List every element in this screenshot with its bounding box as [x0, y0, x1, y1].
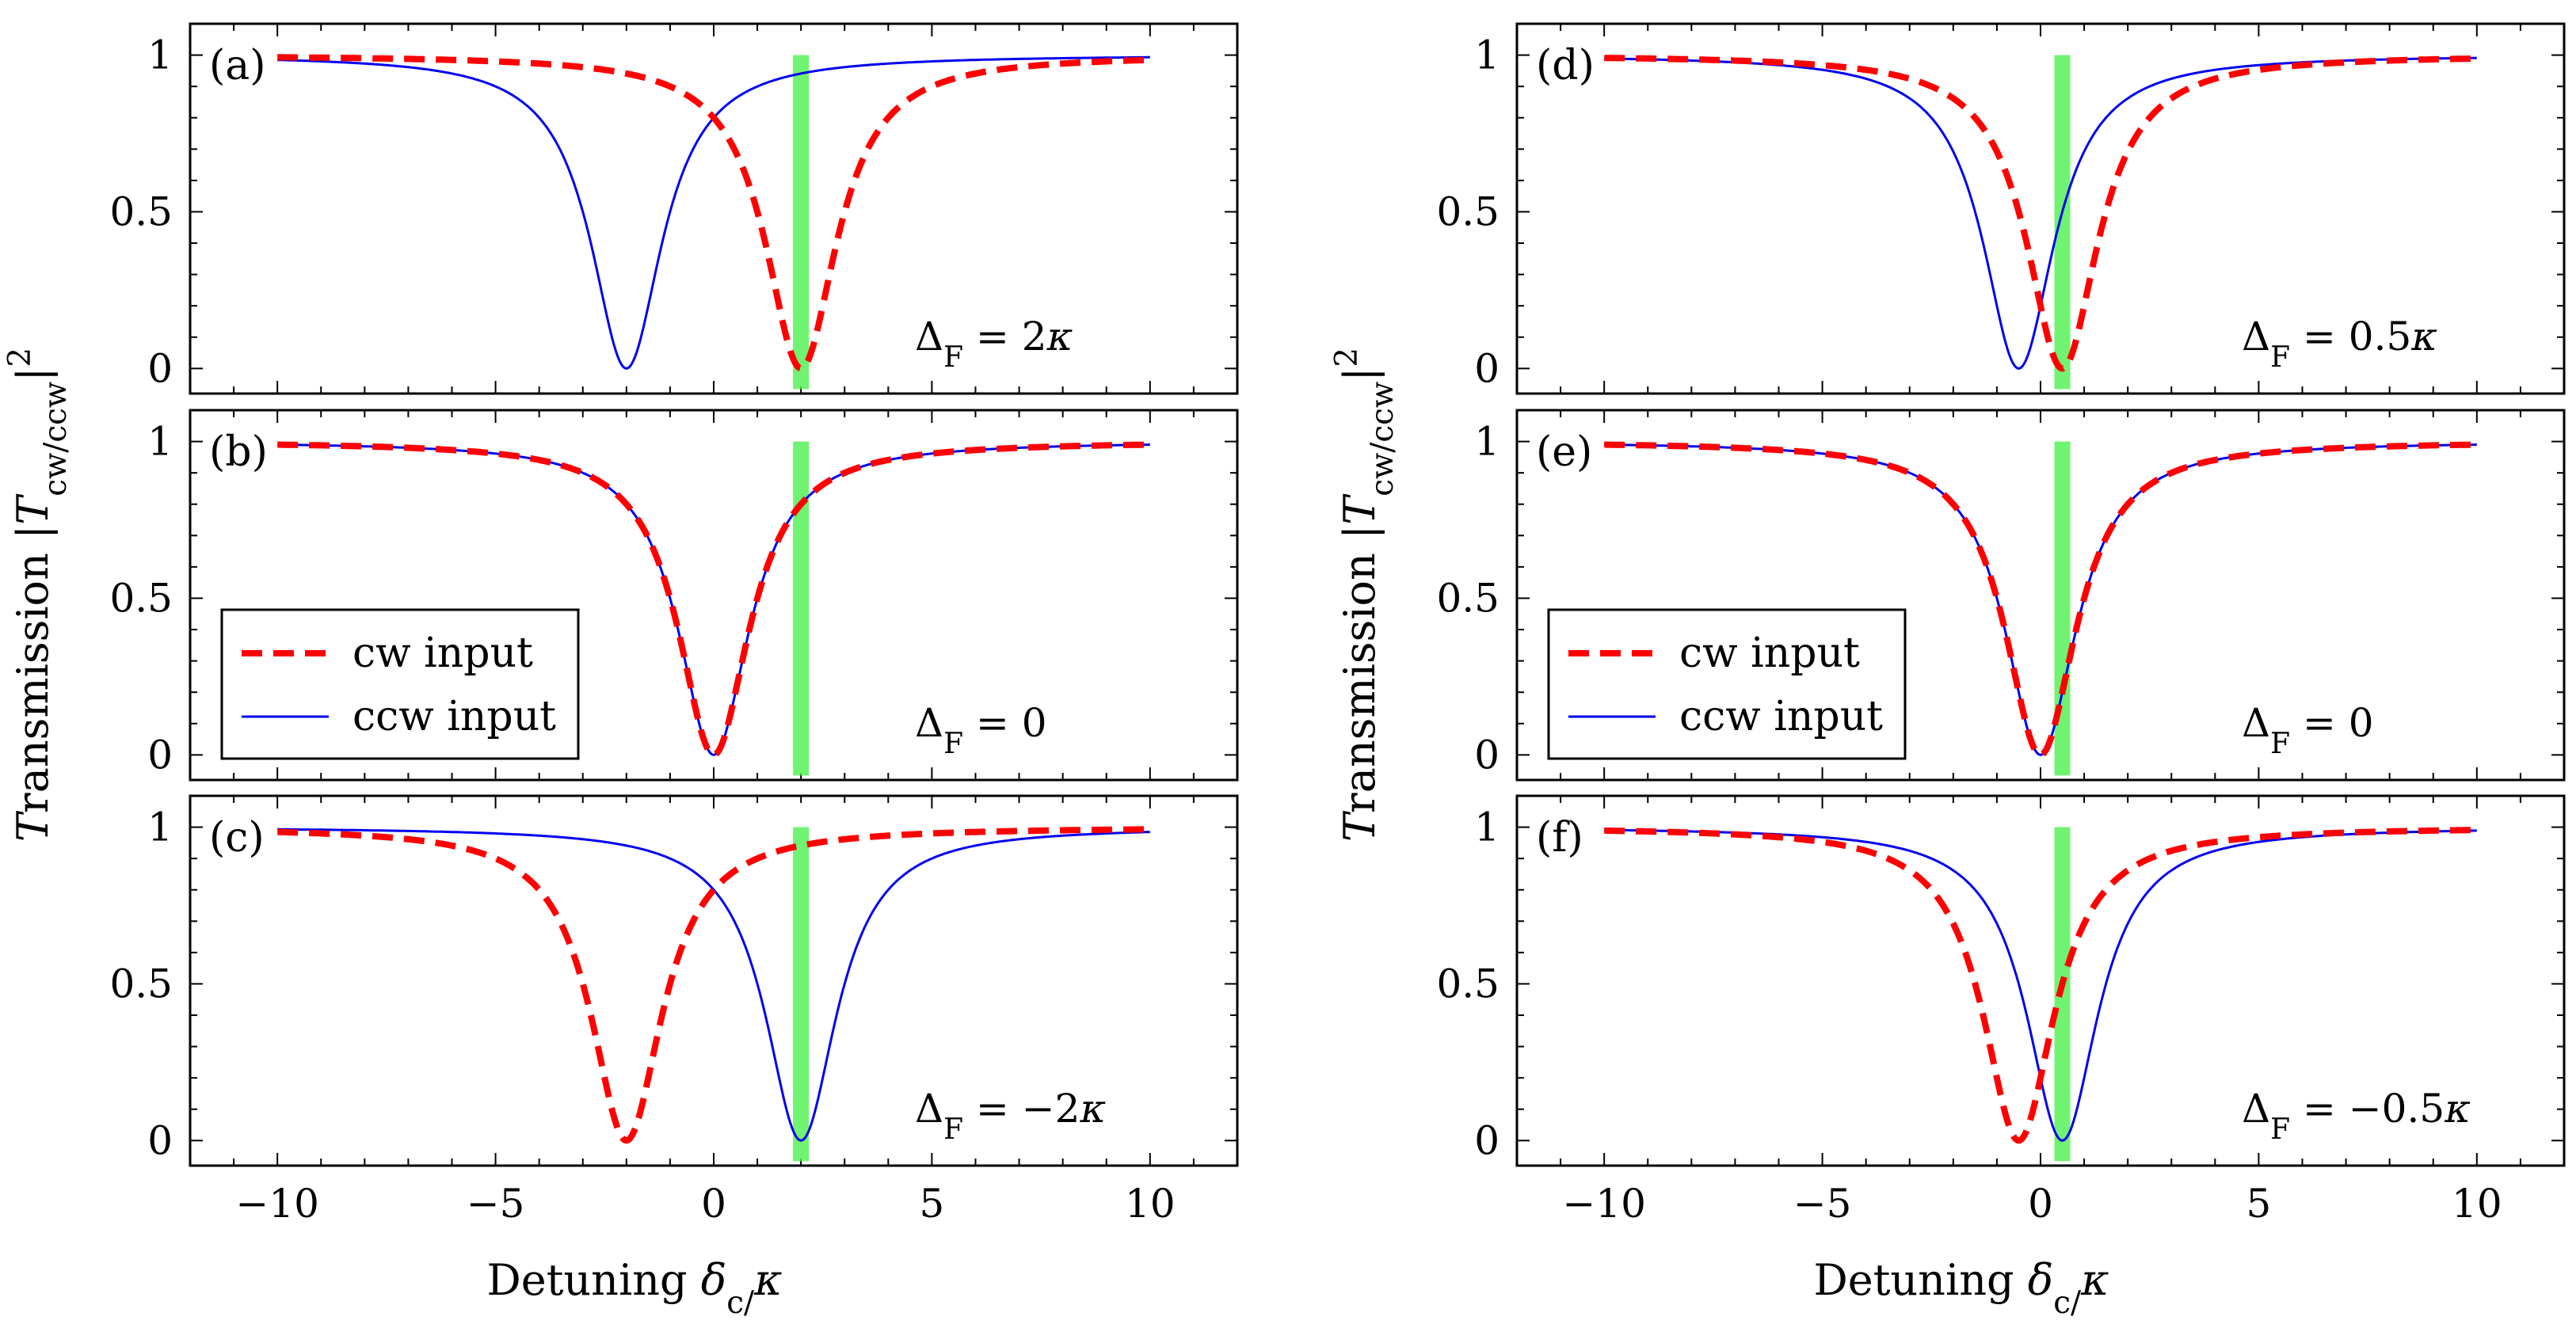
panel-label: (a) — [209, 42, 266, 89]
marker-bar — [793, 827, 810, 1162]
x-tick-label: 10 — [1125, 1181, 1176, 1227]
marker-bar — [2054, 55, 2071, 390]
y-tick-label: 0 — [1474, 1117, 1499, 1163]
panel-c: 0 0.5 1 (c) ΔF = −2κ −10 −5 0 5 10 — [109, 794, 1239, 1227]
marker-bar — [793, 55, 810, 390]
panel-d: 0 0.5 1 (d) ΔF = 0.5κ — [1436, 22, 2566, 395]
ccw-series-line — [277, 828, 1150, 1142]
panel-frame — [189, 22, 1239, 395]
legend-entry: ccw input — [1679, 693, 1883, 740]
cw-series-line — [277, 54, 1150, 372]
legend-box — [1547, 608, 1907, 760]
legend-entry: cw input — [352, 630, 533, 677]
y-tick-label: 1 — [147, 32, 173, 78]
y-tick-label: 1 — [147, 805, 173, 850]
y-tick-label: 0 — [1474, 345, 1499, 391]
marker-bar — [2054, 441, 2071, 776]
y-tick-label: 0.5 — [1436, 188, 1499, 234]
panel-a: 0 0.5 1 (a) ΔF = 2κ — [109, 22, 1239, 395]
delta-label: ΔF = 0 — [915, 700, 1047, 760]
panel-f: 0 0.5 1 (f) ΔF = −0.5κ −10 −5 0 5 10 — [1436, 794, 2566, 1227]
y-tick-label: 0.5 — [109, 961, 173, 1006]
marker-bar — [793, 441, 810, 776]
x-tick-label: −10 — [1562, 1181, 1646, 1227]
panel-label: (e) — [1536, 428, 1592, 476]
cw-series-line — [1604, 55, 2477, 372]
x-tick-label: 0 — [701, 1181, 726, 1227]
delta-label: ΔF = −0.5κ — [2242, 1086, 2471, 1146]
delta-label: ΔF = 0 — [2242, 700, 2374, 760]
x-axis-title: Detuning δc/κ — [1813, 1255, 2109, 1321]
panel-label: (c) — [209, 814, 265, 862]
y-tick-label: 0.5 — [1436, 961, 1499, 1006]
y-axis-title: Transmission |Tcw/ccw|2 — [1329, 348, 1400, 842]
legend: cw input ccw input — [220, 608, 580, 760]
legend-box — [220, 608, 580, 760]
y-tick-label: 0.5 — [1436, 575, 1499, 621]
cw-series-line — [1604, 827, 2477, 1144]
panel-label: (f) — [1536, 814, 1583, 862]
y-tick-label: 0 — [147, 1117, 173, 1163]
y-tick-label: 1 — [1474, 419, 1499, 465]
x-tick-label: 0 — [2028, 1181, 2053, 1227]
x-tick-label: −5 — [1793, 1181, 1852, 1227]
legend-entry: ccw input — [352, 693, 556, 740]
legend: cw input ccw input — [1547, 608, 1907, 760]
x-tick-label: −5 — [467, 1181, 525, 1227]
panel-label: (d) — [1536, 42, 1595, 89]
panel-b: 0 0.5 1 (b) ΔF = 0 cw input ccw input — [109, 409, 1239, 782]
delta-label: ΔF = 0.5κ — [2242, 314, 2437, 374]
x-tick-label: 5 — [2246, 1181, 2272, 1227]
x-axis-title: Detuning δc/κ — [486, 1255, 782, 1321]
cw-series-line — [1604, 441, 2477, 759]
y-axis-title: Transmission |Tcw/ccw|2 — [2, 348, 74, 842]
y-tick-label: 0.5 — [109, 188, 173, 234]
panel-label: (b) — [209, 428, 268, 476]
y-tick-label: 1 — [1474, 32, 1499, 78]
y-tick-label: 0 — [147, 345, 173, 391]
y-tick-label: 0 — [1474, 732, 1499, 778]
y-tick-label: 1 — [1474, 805, 1499, 850]
cw-series-line — [277, 826, 1150, 1144]
cw-series-line — [277, 441, 1150, 759]
delta-label: ΔF = 2κ — [915, 314, 1073, 374]
legend-entry: cw input — [1679, 630, 1860, 677]
y-tick-label: 0.5 — [109, 575, 173, 621]
panel-e: 0 0.5 1 (e) ΔF = 0 cw input ccw input — [1436, 409, 2566, 782]
x-tick-label: −10 — [235, 1181, 319, 1227]
x-tick-label: 5 — [920, 1181, 945, 1227]
delta-label: ΔF = −2κ — [915, 1086, 1106, 1146]
y-tick-label: 1 — [147, 419, 173, 465]
x-tick-label: 10 — [2452, 1181, 2502, 1227]
y-tick-label: 0 — [147, 732, 173, 778]
